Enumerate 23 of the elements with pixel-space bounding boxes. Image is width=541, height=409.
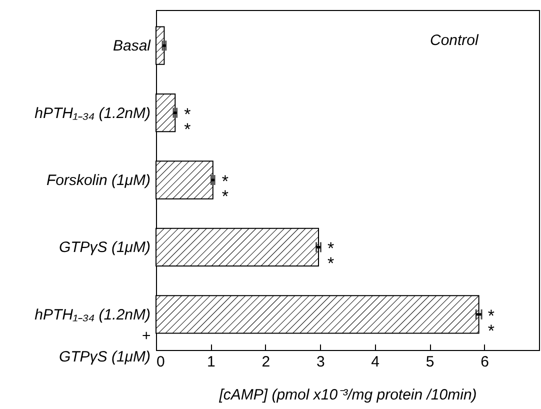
y-tick-label: Forskolin (1μM) bbox=[46, 172, 151, 189]
x-tick-label: 0 bbox=[156, 354, 165, 370]
bar bbox=[156, 295, 480, 334]
annotation: ** bbox=[222, 172, 229, 206]
annotation: ** bbox=[488, 306, 495, 340]
bar bbox=[156, 228, 319, 267]
x-tick-label: 4 bbox=[371, 354, 380, 370]
x-tick-label: 3 bbox=[316, 354, 325, 370]
x-axis-title: [cAMP] (pmol x10⁻³/mg protein /10min) bbox=[218, 386, 477, 404]
y-tick-label: hPTH₁₋₃₄ (1.2nM) bbox=[34, 104, 150, 122]
y-tick-label: hPTH₁₋₃₄ (1.2nM) + GTPγS (1μM) bbox=[34, 306, 151, 366]
x-tick-label: 2 bbox=[262, 354, 270, 370]
annotation: Control bbox=[430, 32, 480, 49]
bar bbox=[156, 160, 214, 200]
y-tick-label: GTPγS (1μM) bbox=[58, 239, 150, 256]
annotation: ** bbox=[184, 104, 192, 139]
x-tick-label: 6 bbox=[480, 354, 489, 370]
bar bbox=[156, 93, 176, 132]
x-tick-label: 5 bbox=[426, 354, 434, 370]
bar bbox=[156, 26, 165, 65]
y-tick-label: Basal bbox=[112, 38, 152, 55]
annotation: ** bbox=[328, 239, 334, 274]
x-tick-label: 1 bbox=[207, 354, 216, 370]
